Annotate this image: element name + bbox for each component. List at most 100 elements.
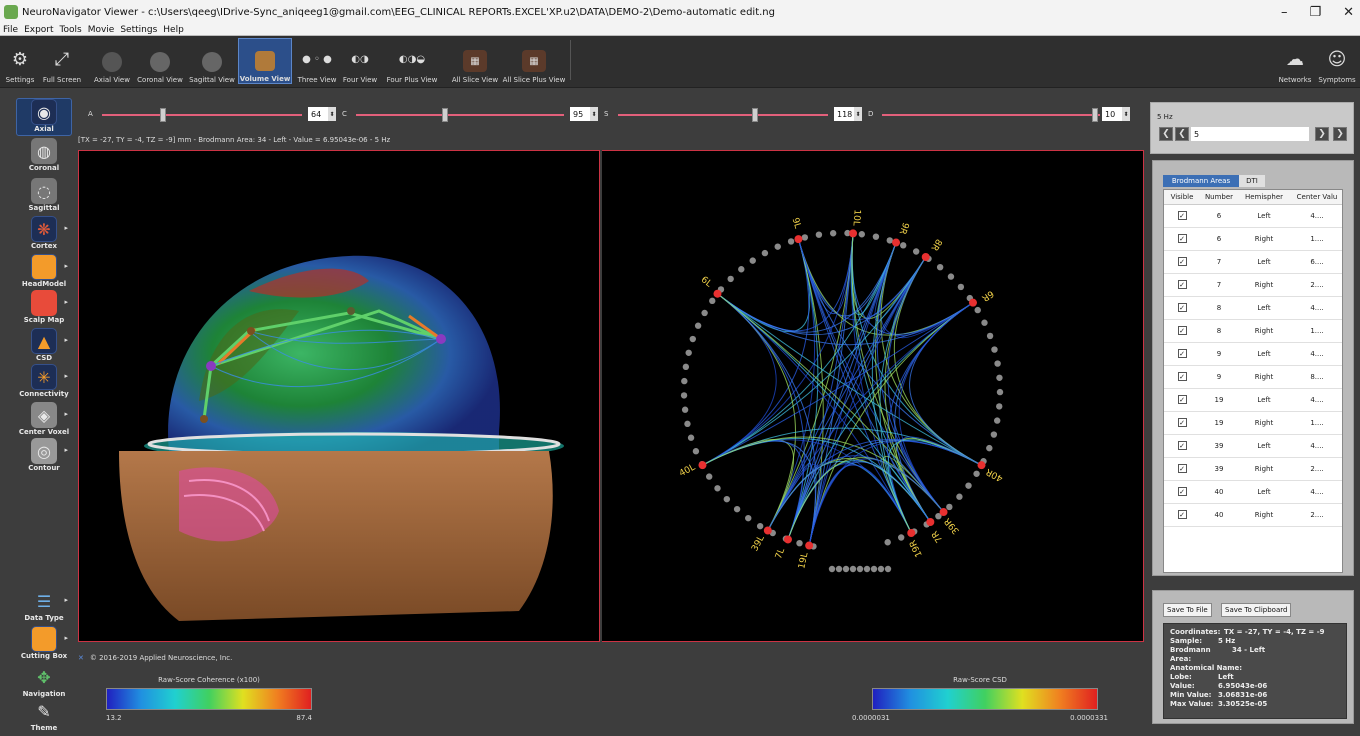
menu-file[interactable]: File	[3, 24, 19, 35]
visible-checkbox[interactable]: ✓	[1164, 296, 1200, 320]
three-view-button[interactable]: ● ◦ ● Three View	[298, 38, 337, 85]
table-row[interactable]: ✓ 7 Right 2....	[1164, 273, 1342, 297]
slider-a-track[interactable]	[102, 114, 302, 116]
sagittal-view-button[interactable]: Sagittal View	[188, 38, 236, 84]
all-slice-plus-view-button[interactable]: ▦ All Slice Plus View	[502, 38, 566, 84]
close-button[interactable]: ✕	[1343, 4, 1354, 20]
frequency-input[interactable]: 5	[1191, 127, 1309, 141]
theme-tool[interactable]: ✎ Theme	[16, 698, 72, 736]
networks-button[interactable]: ☁ Networks	[1278, 38, 1312, 85]
table-row[interactable]: ✓ 8 Right 1....	[1164, 319, 1342, 343]
slider-d-track[interactable]	[882, 114, 1100, 116]
coronal-view-button[interactable]: Coronal View	[136, 38, 184, 84]
csd-tool[interactable]: ▲ CSD ▸	[16, 328, 72, 366]
table-row[interactable]: ✓ 40 Right 2....	[1164, 503, 1342, 527]
area-number: 7	[1200, 273, 1238, 297]
active-region-node	[939, 508, 948, 517]
four-plus-view-icon: ◐◑◒	[398, 53, 426, 65]
connectivity-tool[interactable]: ✳ Connectivity ▸	[16, 364, 72, 402]
visible-checkbox[interactable]: ✓	[1164, 319, 1200, 343]
visible-checkbox[interactable]: ✓	[1164, 480, 1200, 504]
first-frequency-button[interactable]: ❮	[1159, 127, 1173, 141]
menu-help[interactable]: Help	[163, 24, 184, 35]
table-row[interactable]: ✓ 19 Left 4....	[1164, 388, 1342, 412]
table-row[interactable]: ✓ 40 Left 4....	[1164, 480, 1342, 504]
cutting-box-tool[interactable]: Cutting Box ▸	[16, 626, 72, 664]
axial-view-button[interactable]: Axial View	[92, 38, 132, 84]
scalp-map-tool[interactable]: Scalp Map ▸	[16, 290, 72, 328]
navigation-tool[interactable]: ✥ Navigation	[16, 664, 72, 702]
table-row[interactable]: ✓ 19 Right 1....	[1164, 411, 1342, 435]
tab-dti[interactable]: DTI	[1239, 175, 1265, 187]
area-hemisphere: Left	[1238, 204, 1290, 228]
table-row[interactable]: ✓ 8 Left 4....	[1164, 296, 1342, 320]
center-voxel-tool[interactable]: ◈ Center Voxel ▸	[16, 402, 72, 440]
tab-brodmann-areas[interactable]: Brodmann Areas	[1163, 175, 1239, 187]
coronal-tool[interactable]: ◍ Coronal	[16, 138, 72, 176]
spin-arrows-icon[interactable]: ⬍	[328, 107, 336, 121]
table-row[interactable]: ✓ 7 Left 6....	[1164, 250, 1342, 274]
min-value-key: Min Value:	[1170, 691, 1212, 699]
menu-tools[interactable]: Tools	[59, 24, 82, 35]
slider-a-label: A	[88, 110, 93, 118]
region-node	[996, 403, 1003, 410]
connectogram-viewport[interactable]: 9L 10L 9R 8R 6L 6R 40L 40R 39L 7L 19L 19R 7R 39R	[602, 150, 1144, 642]
slider-s-track[interactable]	[618, 114, 828, 116]
menu-settings[interactable]: Settings	[120, 24, 158, 35]
four-plus-view-button[interactable]: ◐◑◒ Four Plus View	[386, 38, 438, 85]
col-center-value[interactable]: Center Valu	[1290, 190, 1342, 205]
volume-3d-viewport[interactable]	[78, 150, 600, 642]
visible-checkbox[interactable]: ✓	[1164, 503, 1200, 527]
slider-s-handle[interactable]	[752, 108, 758, 122]
menu-export[interactable]: Export	[24, 24, 54, 35]
area-hemisphere: Left	[1238, 342, 1290, 366]
visible-checkbox[interactable]: ✓	[1164, 250, 1200, 274]
visible-checkbox[interactable]: ✓	[1164, 434, 1200, 458]
contour-tool[interactable]: ◎ Contour ▸	[16, 438, 72, 476]
four-view-button[interactable]: ◐◑ Four View	[342, 38, 378, 85]
volume-view-button[interactable]: Volume View	[238, 38, 292, 84]
region-node	[709, 297, 716, 305]
table-row[interactable]: ✓ 6 Right 1....	[1164, 227, 1342, 251]
visible-checkbox[interactable]: ✓	[1164, 388, 1200, 412]
visible-checkbox[interactable]: ✓	[1164, 411, 1200, 435]
table-row[interactable]: ✓ 6 Left 4....	[1164, 204, 1342, 228]
cortex-tool[interactable]: ❋ Cortex ▸	[16, 216, 72, 254]
minimize-button[interactable]: –	[1280, 4, 1288, 20]
spin-arrows-icon[interactable]: ⬍	[854, 107, 862, 121]
visible-checkbox[interactable]: ✓	[1164, 457, 1200, 481]
visible-checkbox[interactable]: ✓	[1164, 273, 1200, 297]
col-number[interactable]: Number	[1200, 190, 1238, 205]
table-row[interactable]: ✓ 9 Left 4....	[1164, 342, 1342, 366]
slider-a-handle[interactable]	[160, 108, 166, 122]
spin-arrows-icon[interactable]: ⬍	[1122, 107, 1130, 121]
next-frequency-button[interactable]: ❯	[1315, 127, 1329, 141]
visible-checkbox[interactable]: ✓	[1164, 204, 1200, 228]
all-slice-view-button[interactable]: ▦ All Slice View	[452, 38, 498, 84]
col-hemisphere[interactable]: Hemispher	[1238, 190, 1290, 205]
full-screen-button[interactable]: ⤢ Full Screen	[40, 38, 84, 85]
slider-d-handle[interactable]	[1092, 108, 1098, 122]
sagittal-tool[interactable]: ◌ Sagittal	[16, 178, 72, 216]
table-row[interactable]: ✓ 39 Left 4....	[1164, 434, 1342, 458]
previous-frequency-button[interactable]: ❮	[1175, 127, 1189, 141]
save-to-clipboard-button[interactable]: Save To Clipboard	[1221, 603, 1292, 617]
save-to-file-button[interactable]: Save To File	[1163, 603, 1212, 617]
spin-arrows-icon[interactable]: ⬍	[590, 107, 598, 121]
last-frequency-button[interactable]: ❯	[1333, 127, 1347, 141]
settings-button[interactable]: ⚙ Settings	[4, 38, 36, 85]
table-row[interactable]: ✓ 9 Right 8....	[1164, 365, 1342, 389]
menu-movie[interactable]: Movie	[87, 24, 115, 35]
symptoms-button[interactable]: ☺ Symptoms	[1318, 38, 1356, 85]
slider-c-track[interactable]	[356, 114, 564, 116]
visible-checkbox[interactable]: ✓	[1164, 342, 1200, 366]
table-row[interactable]: ✓ 39 Right 2....	[1164, 457, 1342, 481]
maximize-button[interactable]: ❐	[1309, 4, 1322, 20]
col-visible[interactable]: Visible	[1164, 190, 1200, 205]
data-type-tool[interactable]: ☰ Data Type ▸	[16, 588, 72, 626]
visible-checkbox[interactable]: ✓	[1164, 227, 1200, 251]
axial-tool[interactable]: ◉ Axial	[16, 98, 72, 136]
slider-c-handle[interactable]	[442, 108, 448, 122]
visible-checkbox[interactable]: ✓	[1164, 365, 1200, 389]
headmodel-tool[interactable]: HeadModel ▸	[16, 254, 72, 292]
